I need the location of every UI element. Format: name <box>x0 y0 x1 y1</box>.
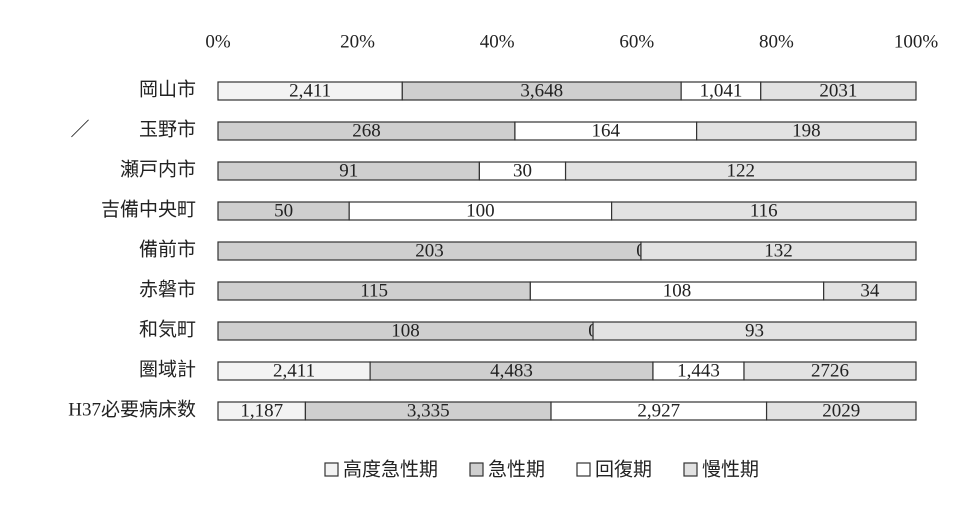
data-label: 3,648 <box>520 80 563 101</box>
x-tick-label: 100% <box>894 31 939 52</box>
bar-segment <box>640 241 917 261</box>
legend-swatch <box>683 462 698 477</box>
data-label: 3,335 <box>407 400 450 421</box>
bar-segment <box>760 81 917 101</box>
legend-label: 急性期 <box>488 458 545 480</box>
bar-segment <box>592 321 917 341</box>
y-tick-label: 圏域計 <box>139 358 196 380</box>
data-label: 132 <box>764 240 793 261</box>
y-tick-label: H37必要病床数 <box>68 398 196 420</box>
bar-segment <box>611 201 917 221</box>
data-label: 108 <box>391 320 420 341</box>
data-label: 2,411 <box>273 360 315 381</box>
data-label: 30 <box>513 160 532 181</box>
legend-label: 慢性期 <box>702 458 759 480</box>
data-label: 164 <box>592 120 621 141</box>
data-label: 2,411 <box>289 80 331 101</box>
bar-segment <box>564 161 917 181</box>
legend-label: 回復期 <box>595 458 652 480</box>
data-label: 115 <box>360 280 388 301</box>
y-tick-label: 岡山市 <box>139 78 196 100</box>
legend-swatch <box>576 462 591 477</box>
data-label: 108 <box>663 280 692 301</box>
y-tick-label: 瀬戸内市 <box>120 158 196 180</box>
data-label: 268 <box>352 120 381 141</box>
data-label: 34 <box>860 280 880 301</box>
data-label: 122 <box>727 160 756 181</box>
bar-segment <box>743 361 917 381</box>
data-label: 2,927 <box>637 400 680 421</box>
data-label: 1,041 <box>700 80 743 101</box>
x-tick-label: 40% <box>480 31 515 52</box>
y-tick-label: 玉野市 <box>139 118 196 140</box>
x-tick-label: 20% <box>340 31 375 52</box>
x-tick-label: 80% <box>759 31 794 52</box>
data-label: 203 <box>415 240 444 261</box>
data-label: 116 <box>750 200 778 221</box>
legend-swatch <box>469 462 484 477</box>
legend-label: 高度急性期 <box>343 458 438 480</box>
bar-segment <box>696 121 917 141</box>
data-label: 91 <box>339 160 358 181</box>
x-tick-label: 0% <box>205 31 231 52</box>
bar-segment <box>765 401 917 421</box>
data-label: 2031 <box>819 80 857 101</box>
data-label: 4,483 <box>490 360 533 381</box>
data-label: 2029 <box>822 400 860 421</box>
data-label: 1,187 <box>240 400 283 421</box>
bar-segment <box>823 281 917 301</box>
x-tick-label: 60% <box>619 31 654 52</box>
y-tick-label: 和気町 <box>139 318 196 340</box>
y-tick-label: 赤磐市 <box>139 278 196 300</box>
data-label: 100 <box>466 200 495 221</box>
y-tick-label: 吉備中央町 <box>101 198 196 220</box>
data-label: 198 <box>792 120 821 141</box>
annotation: ／ <box>70 118 89 140</box>
data-label: 2726 <box>811 360 849 381</box>
legend-swatch <box>324 462 339 477</box>
data-label: 50 <box>274 200 293 221</box>
y-tick-label: 備前市 <box>139 238 196 260</box>
data-label: 1,443 <box>677 360 720 381</box>
data-label: 93 <box>745 320 764 341</box>
